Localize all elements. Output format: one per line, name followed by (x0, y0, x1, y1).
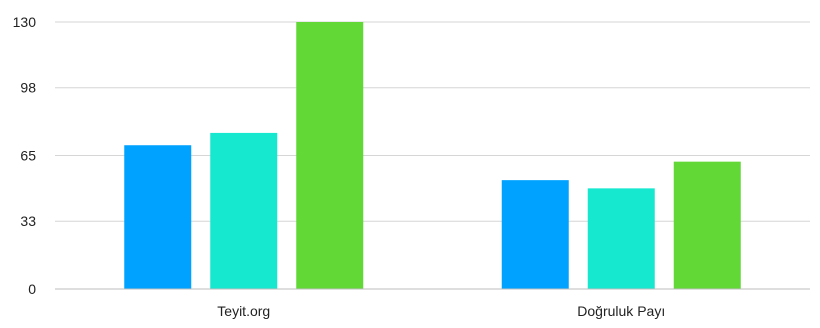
x-axis-categories: Teyit.org Doğruluk Payı (217, 303, 665, 319)
bars (124, 22, 741, 289)
bar-1-3 (296, 22, 364, 289)
y-tick-label: 65 (20, 148, 36, 164)
y-axis-ticks: 0 33 65 98 130 (13, 14, 37, 297)
y-tick-label: 130 (13, 14, 37, 30)
y-tick-label: 0 (28, 281, 36, 297)
bar-1-2 (210, 132, 278, 289)
bar-1-1 (124, 145, 192, 289)
y-tick-label: 98 (20, 80, 36, 96)
y-tick-label: 33 (20, 213, 36, 229)
x-category-label: Teyit.org (217, 303, 270, 319)
bar-2-3 (673, 161, 741, 289)
bar-2-2 (587, 188, 655, 289)
bar-2-1 (501, 180, 569, 289)
x-category-label: Doğruluk Payı (577, 303, 665, 319)
